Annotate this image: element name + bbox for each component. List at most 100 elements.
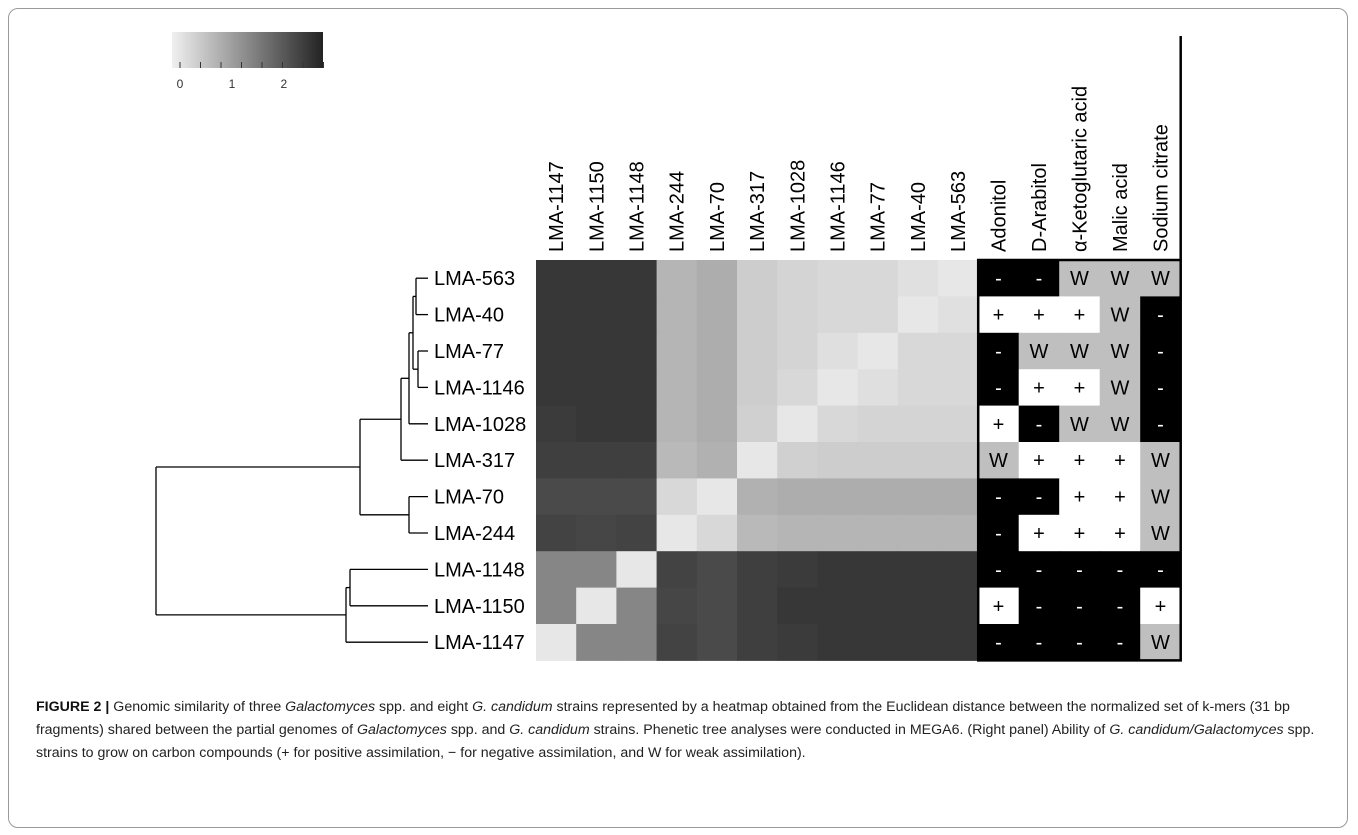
assimilation-cell [978,369,1020,407]
assimilation-symbol: + [1114,523,1126,545]
assimilation-cell [1059,624,1101,661]
heatmap-cell [696,478,738,516]
assimilation-cell [1059,260,1101,297]
heatmap-cell [897,624,939,661]
assimilation-symbol: W [1151,632,1170,654]
caption-fragment: G. candidum/Galactomyces [1109,722,1284,738]
heatmap-cell [897,260,939,297]
assimilation-cell [1018,260,1060,297]
heatmap-cell [777,405,818,443]
assimilation-symbol: - [995,487,1002,509]
heatmap-cell [777,551,818,589]
assimilation-cell [1018,296,1060,334]
heatmap-cell [656,624,698,661]
phenetic-tree [155,277,428,643]
row-labels: LMA-563 LMA-40 LMA-77 LMA-1146 LMA-1028 LMA-3… [434,268,526,654]
assimilation-cell [1099,332,1141,370]
heatmap-cell [737,296,778,334]
assimilation-symbol: - [1036,632,1043,654]
heatmap-cell [616,405,658,443]
heatmap-cell [696,260,738,297]
assimilation-cell [1059,514,1101,552]
column-label: Malic acid [1110,163,1132,252]
heatmap-cells [536,260,979,661]
heatmap-cell [777,587,818,625]
heatmap-cell [817,514,859,552]
column-label: LMA-1028 [787,160,809,252]
heatmap-cell [817,369,859,407]
assimilation-symbol: W [989,450,1008,472]
heatmap-cell [938,296,979,334]
heatmap-cell [696,405,738,443]
heatmap-cell [576,442,617,479]
heatmap-cell [536,260,577,297]
column-labels: LMA-1147 LMA-1150 LMA-1148 LMA-244 LMA-70 LMA… [546,86,1172,252]
assimilation-symbol: W [1111,268,1130,290]
assimilation-cell [1099,551,1141,589]
heatmap-cell [536,478,577,516]
color-scale-legend: 0 1 2 [172,32,324,91]
row-label: LMA-244 [434,523,515,545]
assimilation-symbol: + [1074,377,1086,399]
heatmap-cell [938,514,979,552]
assimilation-cell [1018,442,1060,479]
heatmap-cell [777,514,818,552]
assimilation-symbol: - [995,559,1002,581]
assimilation-symbol: + [1033,377,1045,399]
assimilation-cell [1018,332,1060,370]
heatmap-cell [656,332,698,370]
assimilation-symbol: W [1111,305,1130,327]
assimilation-symbol: - [995,268,1002,290]
assimilation-cell [1099,478,1141,516]
column-label: LMA-317 [747,171,769,252]
assimilation-symbol: W [1070,414,1089,436]
assimilation-symbol: - [1117,596,1124,618]
heatmap-cell [696,442,738,479]
assimilation-cell [1018,551,1060,589]
heatmap-cell [656,514,698,552]
heatmap-cell [897,369,939,407]
assimilation-cell [1099,260,1141,297]
assimilation-symbol: W [1030,341,1049,363]
heatmap-cell [576,478,617,516]
assimilation-cell [1140,551,1182,589]
assimilation-symbol: - [1157,377,1164,399]
heatmap-cell [616,624,658,661]
column-label: LMA-244 [667,171,689,252]
assimilation-symbol: + [1155,596,1167,618]
caption-fragment: Genomic similarity of three [109,699,286,715]
heatmap-cell [938,624,979,661]
assimilation-symbol: + [1033,305,1045,327]
column-label: LMA-40 [908,182,930,252]
column-label: LMA-77 [868,182,890,252]
heatmap-cell [938,260,979,297]
caption-fragment: strains. Phenetic tree analyses were con… [589,722,1110,738]
heatmap-cell [656,478,698,516]
scale-tick-label: 1 [229,77,236,91]
caption-fragment: spp. and eight [375,699,473,715]
heatmap-cell [536,442,577,479]
assimilation-symbol: - [1117,632,1124,654]
assimilation-cell [1140,442,1182,479]
assimilation-cell [1099,587,1141,625]
caption-label: FIGURE 2 | [36,699,110,715]
assimilation-symbol: + [1074,450,1086,472]
caption-fragment: G. candidum [472,699,553,715]
row-label: LMA-77 [434,341,504,363]
heatmap-cell [616,442,658,479]
heatmap-cell [616,332,658,370]
heatmap-cell [656,260,698,297]
heatmap-cell [536,551,577,589]
heatmap-cell [737,514,778,552]
heatmap-cell [857,587,899,625]
heatmap-cell [777,260,818,297]
assimilation-cell [1099,369,1141,407]
assimilation-symbol: - [1076,632,1083,654]
column-label: LMA-563 [948,171,970,252]
heatmap-cell [938,551,979,589]
assimilation-symbol: + [993,305,1005,327]
heatmap-cell [817,332,859,370]
heatmap-cell [857,260,899,297]
heatmap-cell [536,369,577,407]
